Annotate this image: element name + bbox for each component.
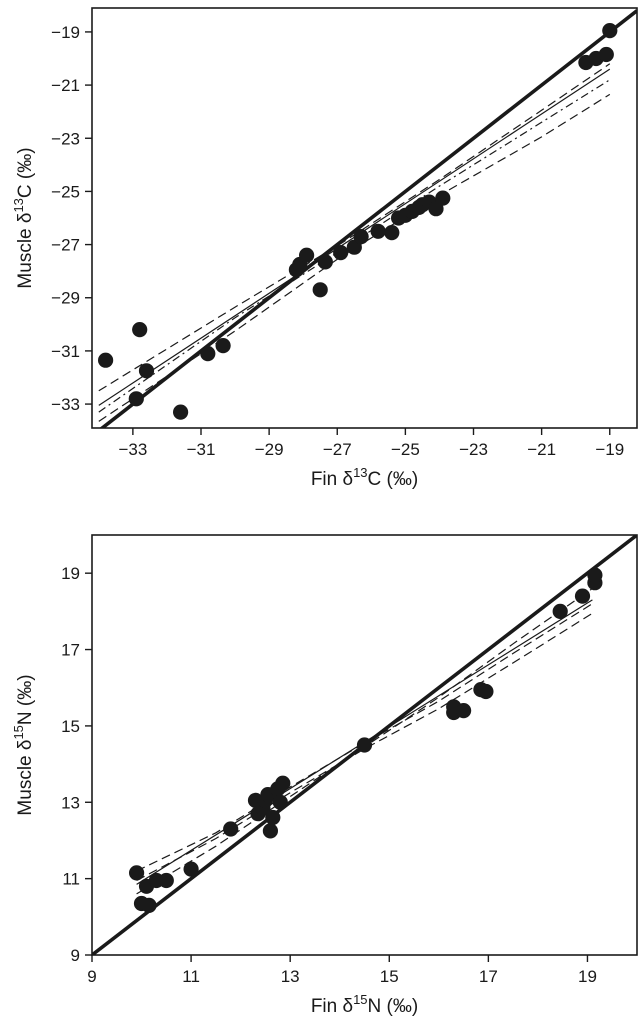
data-point [132,322,148,338]
data-point [262,823,278,839]
data-point [456,703,472,719]
x-tick-label: −31 [187,440,216,459]
y-axis-title: Muscle δ13C (‰) [11,147,36,288]
x-tick-label: −25 [391,440,420,459]
y-tick-label: −19 [51,23,80,42]
data-point [602,23,618,39]
plot-frame [91,7,638,429]
data-point [138,363,155,379]
y-tick-label: 19 [61,564,80,583]
y-axis-title: Muscle δ15N (‰) [11,674,36,815]
data-point [370,223,386,239]
data-point [200,346,216,362]
x-tick-label: 9 [87,967,96,986]
y-tick-label: 13 [61,793,80,812]
y-tick-label: 17 [61,641,80,660]
confidence-band-line [98,63,611,392]
data-point [574,588,591,604]
data-point [128,391,144,407]
data-point [272,794,288,810]
data-point [552,603,568,620]
confidence-band-line [136,603,593,872]
data-point [265,809,281,826]
confidence-band-line [98,93,611,422]
y-tick-label: −27 [51,236,80,255]
data-point [478,683,494,700]
x-tick-label: −27 [323,440,352,459]
y-tick-label: −21 [51,76,80,95]
data-point [317,254,333,270]
confidence-band-line [136,612,593,882]
x-tick-label: 13 [281,967,300,986]
data-point [312,282,328,298]
plot-frame [91,534,638,956]
data-point [333,245,349,261]
data-point [435,190,451,206]
y-tick-label: 11 [62,870,80,889]
y-tick-label: −25 [51,182,80,201]
x-tick-label: 11 [182,967,200,986]
data-point [129,865,145,881]
y-tick-label: −33 [51,395,80,414]
y-tick-label: 15 [61,717,80,736]
data-point [223,821,239,837]
y-tick-label: −31 [51,342,80,361]
x-tick-label: 19 [578,967,597,986]
x-tick-label: −21 [527,440,556,459]
x-axis-title: Fin δ13C (‰) [311,465,418,490]
data-point [598,46,614,63]
data-point [183,861,199,877]
y-tick-label: −29 [51,289,80,308]
chart-panel-top: −33 −31 −29 −27 −25 −23 −21 −19 −33 −31 −29 −27 −25 −… [11,7,638,490]
chart-panel-bottom: 9 11 13 15 17 19 9 11 13 15 17 19 Fin δ15N (‰) Muscle… [11,534,638,1017]
data-point [353,229,369,245]
data-point [587,567,603,583]
data-point [215,338,231,354]
x-tick-label: 17 [479,967,498,986]
prediction-band-line [98,79,611,413]
x-tick-label: −29 [255,440,284,459]
x-tick-label: 15 [380,967,399,986]
data-point [158,872,174,889]
data-point [356,737,373,753]
data-point [141,897,157,914]
data-point [384,225,400,241]
x-axis-title: Fin δ15N (‰) [311,992,418,1017]
x-tick-label: −33 [118,440,147,459]
x-tick-label: −23 [459,440,488,459]
data-point [98,352,114,368]
data-point [299,247,315,263]
x-tick-label: −19 [595,440,624,459]
y-tick-label: 9 [71,946,80,965]
y-tick-label: −23 [51,129,80,148]
data-point [173,404,189,420]
data-point [275,775,291,791]
